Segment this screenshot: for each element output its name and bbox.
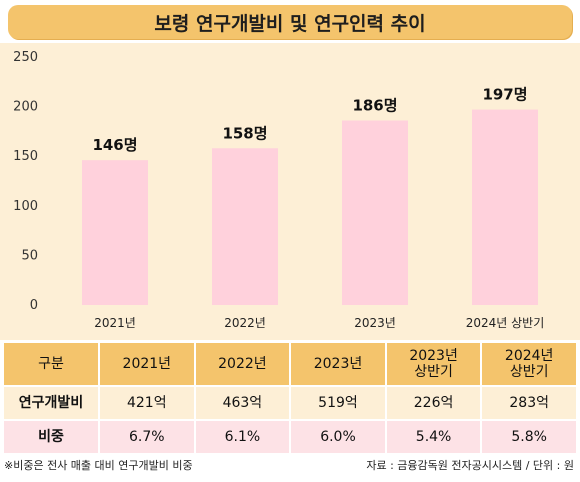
- table-cell: 6.7%: [98, 419, 196, 455]
- table-cell: 6.0%: [289, 419, 387, 455]
- row-label: 연구개발비: [2, 385, 100, 421]
- table-cell: 5.8%: [480, 419, 578, 455]
- row-label: 비중: [2, 419, 100, 455]
- table-header-cell: 2024년 상반기: [480, 341, 578, 387]
- x-tick-label: 2021년: [94, 316, 136, 330]
- bar: [82, 160, 148, 305]
- chart-title: 보령 연구개발비 및 연구인력 추이: [8, 5, 572, 39]
- y-tick-label: 50: [21, 248, 38, 263]
- table-header-row: 구분 2021년 2022년 2023년 2023년 상반기 2024년 상반기: [2, 341, 578, 387]
- table-cell: 283억: [480, 385, 578, 421]
- x-tick-label: 2023년: [354, 316, 396, 330]
- data-label: 197명: [482, 86, 527, 104]
- y-tick-label: 200: [13, 100, 38, 115]
- table-header-cell: 2023년 상반기: [384, 341, 483, 387]
- x-tick-label: 2024년 상반기: [466, 316, 545, 330]
- y-tick-label: 150: [13, 149, 38, 164]
- bar-chart: 0 50 100 150 200 250 146명 2021년 158명 2022년 186명 202…: [13, 50, 545, 330]
- table-row-rd: 연구개발비 421억 463억 519억 226억 283억: [2, 385, 578, 421]
- table-cell: 5.4%: [384, 419, 483, 455]
- bar: [342, 120, 408, 305]
- bar: [472, 109, 538, 306]
- bar: [212, 148, 278, 305]
- y-tick-label: 100: [13, 199, 38, 214]
- table-header-cell: 2022년: [193, 341, 292, 387]
- table-header-cell: 구분: [2, 341, 100, 387]
- table-cell: 463억: [193, 385, 292, 421]
- table-header-cell: 2023년: [289, 341, 387, 387]
- x-tick-label: 2022년: [224, 316, 266, 330]
- source-note: 자료 : 금융감독원 전자공시시스템 / 단위 : 원: [366, 459, 574, 472]
- table-cell: 519억: [289, 385, 387, 421]
- table-header-cell: 2021년: [98, 341, 196, 387]
- y-tick-label: 250: [13, 50, 38, 65]
- footnote: ※비중은 전사 매출 대비 연구개발비 비중: [4, 459, 193, 472]
- table-row-ratio: 비중 6.7% 6.1% 6.0% 5.4% 5.8%: [2, 419, 578, 455]
- table-cell: 226억: [384, 385, 483, 421]
- table-cell: 6.1%: [193, 419, 292, 455]
- data-label: 158명: [222, 124, 267, 142]
- table-cell: 421억: [98, 385, 196, 421]
- y-tick-label: 0: [30, 298, 38, 313]
- data-label: 186명: [352, 96, 397, 114]
- data-table: 구분 2021년 2022년 2023년 2023년 상반기 2024년 상반기…: [2, 341, 578, 455]
- data-label: 146명: [92, 136, 137, 154]
